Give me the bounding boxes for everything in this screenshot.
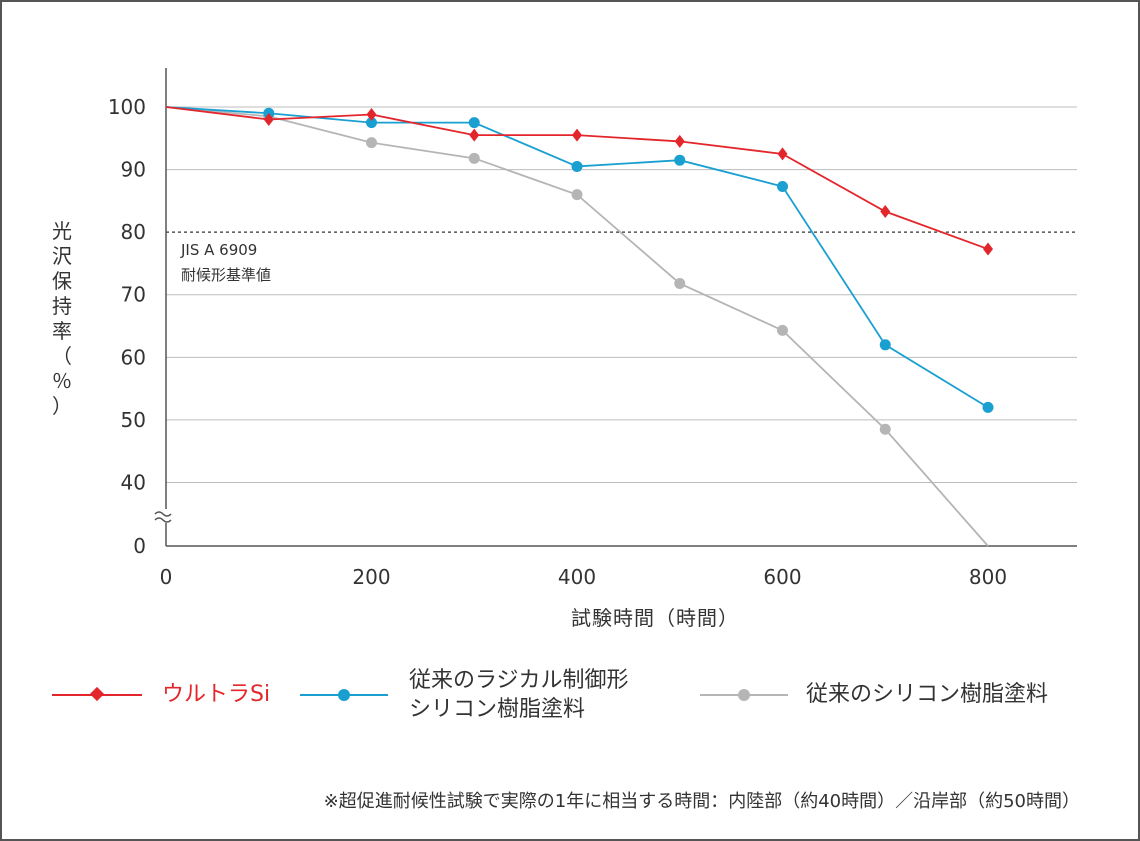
series-1 bbox=[165, 106, 994, 413]
series-line bbox=[165, 106, 989, 547]
legend-label-ultra-si: ウルトラSi bbox=[162, 682, 271, 707]
data-point bbox=[571, 189, 583, 201]
x-tick-label: 800 bbox=[969, 565, 1007, 589]
data-point bbox=[880, 205, 891, 219]
footnote: ※超促進耐候性試験で実際の1年に相当する時間：内陸部（約40時間）／沿岸部（約5… bbox=[323, 791, 1080, 812]
legend-label-conventional-silicon: 従来のシリコン樹脂塗料 bbox=[806, 682, 1049, 707]
data-point bbox=[674, 134, 685, 148]
data-point bbox=[777, 180, 788, 192]
series-group bbox=[165, 106, 994, 547]
reference-line-group: JIS A 6909 耐候形基準値 bbox=[166, 231, 1077, 284]
y-axis-title-paren: （ bbox=[52, 344, 72, 368]
series-line bbox=[165, 106, 989, 250]
data-point bbox=[469, 128, 480, 142]
x-tick-label: 0 bbox=[160, 565, 173, 589]
y-tick-label: 60 bbox=[121, 345, 146, 369]
data-point bbox=[366, 108, 377, 122]
data-point bbox=[879, 423, 891, 435]
grid-lines bbox=[166, 106, 1077, 483]
data-point bbox=[366, 117, 377, 129]
y-tick-label: 70 bbox=[121, 283, 146, 307]
data-point bbox=[468, 117, 480, 129]
y-axis-title-paren: ） bbox=[52, 394, 72, 418]
legend-item-radical-silicon: 従来のラジカル制御形 シリコン樹脂塗料 bbox=[300, 666, 680, 726]
data-point bbox=[571, 160, 583, 172]
data-point bbox=[674, 154, 686, 166]
data-point bbox=[572, 128, 582, 142]
series-line bbox=[165, 106, 989, 409]
y-tick-label: 90 bbox=[121, 158, 146, 182]
x-tick-labels: 0 200 400 600 800 bbox=[160, 565, 1007, 589]
y-tick-label: 50 bbox=[121, 408, 146, 432]
data-point bbox=[263, 113, 274, 127]
data-point bbox=[983, 242, 993, 256]
y-tick-label: 0 bbox=[133, 534, 146, 558]
reference-label-name: 耐候形基準値 bbox=[181, 266, 271, 284]
series-2 bbox=[165, 106, 989, 547]
data-point bbox=[366, 137, 377, 149]
reference-label-standard: JIS A 6909 bbox=[180, 241, 257, 259]
y-tick-label: 40 bbox=[121, 470, 146, 494]
y-tick-label: 100 bbox=[108, 95, 146, 119]
x-tick-label: 200 bbox=[352, 565, 390, 589]
y-tick-labels: 0 40 50 60 70 80 90 100 bbox=[108, 95, 146, 558]
data-point bbox=[777, 147, 788, 161]
x-tick-label: 400 bbox=[558, 565, 596, 589]
data-point bbox=[674, 277, 686, 289]
axis-break-icon bbox=[152, 509, 180, 523]
data-point bbox=[879, 339, 891, 351]
legend-circle-icon bbox=[338, 689, 350, 701]
axes bbox=[152, 68, 1077, 547]
y-axis-title: 光沢保持率（％） bbox=[52, 219, 72, 418]
data-point bbox=[468, 152, 480, 164]
x-tick-label: 600 bbox=[763, 565, 801, 589]
legend-item-conventional-silicon: 従来のシリコン樹脂塗料 bbox=[700, 680, 1100, 710]
data-point bbox=[777, 324, 788, 336]
legend-circle-icon bbox=[738, 689, 750, 701]
legend-item-ultra-si: ウルトラSi bbox=[52, 680, 302, 710]
y-tick-label: 80 bbox=[121, 220, 146, 244]
legend-label-radical-silicon: 従来のラジカル制御形 シリコン樹脂塗料 bbox=[409, 668, 629, 722]
legend-diamond-icon bbox=[89, 686, 105, 702]
data-point bbox=[982, 401, 994, 413]
series-0 bbox=[165, 106, 993, 256]
x-axis-title: 試験時間（時間） bbox=[571, 606, 739, 630]
